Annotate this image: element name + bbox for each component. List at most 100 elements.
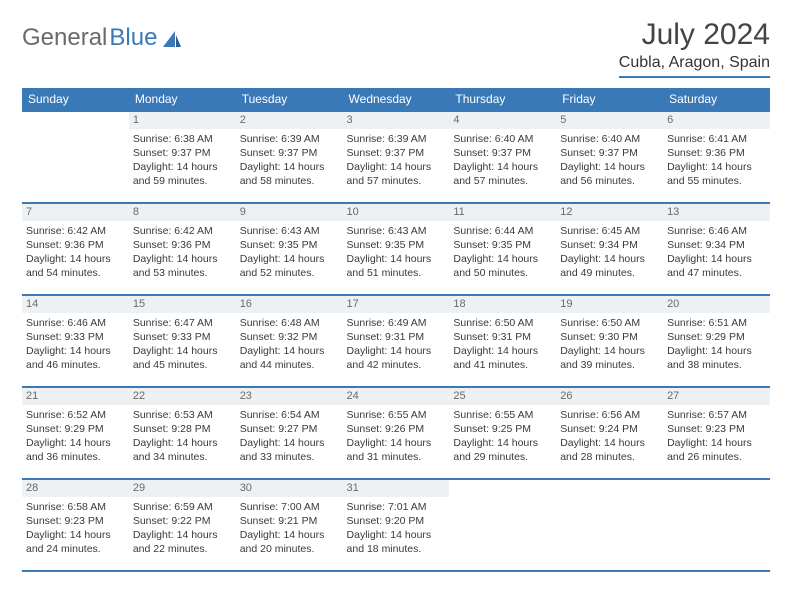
day-info-line: Sunrise: 6:56 AM	[560, 408, 659, 422]
day-info-line: Sunset: 9:33 PM	[133, 330, 232, 344]
calendar-day-cell: 17Sunrise: 6:49 AMSunset: 9:31 PMDayligh…	[343, 295, 450, 387]
day-info-line: Sunset: 9:29 PM	[667, 330, 766, 344]
day-info-line: Sunrise: 6:58 AM	[26, 500, 125, 514]
day-info-line: Sunrise: 6:40 AM	[453, 132, 552, 146]
day-info-line: Sunrise: 6:43 AM	[240, 224, 339, 238]
day-info-line: Daylight: 14 hours and 24 minutes.	[26, 528, 125, 556]
calendar-day-cell: 21Sunrise: 6:52 AMSunset: 9:29 PMDayligh…	[22, 387, 129, 479]
day-number: 20	[663, 296, 770, 313]
day-info-line: Sunset: 9:31 PM	[347, 330, 446, 344]
calendar-day-cell: 19Sunrise: 6:50 AMSunset: 9:30 PMDayligh…	[556, 295, 663, 387]
weekday-header: Wednesday	[343, 88, 450, 111]
day-info-line: Sunrise: 6:46 AM	[667, 224, 766, 238]
calendar-day-cell: 5Sunrise: 6:40 AMSunset: 9:37 PMDaylight…	[556, 111, 663, 203]
day-number: 3	[343, 112, 450, 129]
day-info-line: Sunset: 9:37 PM	[240, 146, 339, 160]
day-number: 14	[22, 296, 129, 313]
day-info-line: Sunset: 9:25 PM	[453, 422, 552, 436]
header-bar: GeneralBlue July 2024 Cubla, Aragon, Spa…	[22, 18, 770, 78]
day-info-line: Sunrise: 6:50 AM	[560, 316, 659, 330]
brand-text-1: General	[22, 24, 107, 52]
calendar-day-cell	[22, 111, 129, 203]
day-info-line: Daylight: 14 hours and 52 minutes.	[240, 252, 339, 280]
calendar-day-cell: 27Sunrise: 6:57 AMSunset: 9:23 PMDayligh…	[663, 387, 770, 479]
weekday-header: Saturday	[663, 88, 770, 111]
day-info-line: Sunset: 9:29 PM	[26, 422, 125, 436]
calendar-day-cell: 18Sunrise: 6:50 AMSunset: 9:31 PMDayligh…	[449, 295, 556, 387]
day-number: 13	[663, 204, 770, 221]
weekday-header: Thursday	[449, 88, 556, 111]
calendar-week-row: 28Sunrise: 6:58 AMSunset: 9:23 PMDayligh…	[22, 479, 770, 571]
day-info-line: Sunset: 9:37 PM	[347, 146, 446, 160]
day-number: 27	[663, 388, 770, 405]
day-info-line: Daylight: 14 hours and 55 minutes.	[667, 160, 766, 188]
weekday-header: Monday	[129, 88, 236, 111]
weekday-header: Tuesday	[236, 88, 343, 111]
day-info-line: Sunset: 9:26 PM	[347, 422, 446, 436]
calendar-day-cell: 25Sunrise: 6:55 AMSunset: 9:25 PMDayligh…	[449, 387, 556, 479]
calendar-day-cell: 31Sunrise: 7:01 AMSunset: 9:20 PMDayligh…	[343, 479, 450, 571]
day-info-line: Sunrise: 7:00 AM	[240, 500, 339, 514]
day-info-line: Sunrise: 7:01 AM	[347, 500, 446, 514]
day-number: 16	[236, 296, 343, 313]
day-info-line: Daylight: 14 hours and 49 minutes.	[560, 252, 659, 280]
day-number: 30	[236, 480, 343, 497]
day-info-line: Sunset: 9:24 PM	[560, 422, 659, 436]
day-info-line: Sunrise: 6:52 AM	[26, 408, 125, 422]
day-info-line: Daylight: 14 hours and 53 minutes.	[133, 252, 232, 280]
day-number: 29	[129, 480, 236, 497]
day-info-line: Sunset: 9:34 PM	[560, 238, 659, 252]
day-number: 12	[556, 204, 663, 221]
calendar-week-row: 14Sunrise: 6:46 AMSunset: 9:33 PMDayligh…	[22, 295, 770, 387]
day-info-line: Daylight: 14 hours and 26 minutes.	[667, 436, 766, 464]
weekday-header: Sunday	[22, 88, 129, 111]
day-info-line: Daylight: 14 hours and 33 minutes.	[240, 436, 339, 464]
day-info-line: Daylight: 14 hours and 51 minutes.	[347, 252, 446, 280]
calendar-day-cell: 4Sunrise: 6:40 AMSunset: 9:37 PMDaylight…	[449, 111, 556, 203]
day-info-line: Daylight: 14 hours and 39 minutes.	[560, 344, 659, 372]
calendar-day-cell: 9Sunrise: 6:43 AMSunset: 9:35 PMDaylight…	[236, 203, 343, 295]
day-info-line: Sunset: 9:28 PM	[133, 422, 232, 436]
day-info-line: Daylight: 14 hours and 54 minutes.	[26, 252, 125, 280]
day-info-line: Sunrise: 6:53 AM	[133, 408, 232, 422]
day-info-line: Daylight: 14 hours and 29 minutes.	[453, 436, 552, 464]
day-info-line: Daylight: 14 hours and 41 minutes.	[453, 344, 552, 372]
day-info-line: Sunrise: 6:48 AM	[240, 316, 339, 330]
day-info-line: Daylight: 14 hours and 22 minutes.	[133, 528, 232, 556]
calendar-day-cell: 16Sunrise: 6:48 AMSunset: 9:32 PMDayligh…	[236, 295, 343, 387]
day-info-line: Daylight: 14 hours and 46 minutes.	[26, 344, 125, 372]
day-info-line: Daylight: 14 hours and 31 minutes.	[347, 436, 446, 464]
day-info-line: Sunrise: 6:40 AM	[560, 132, 659, 146]
day-info-line: Sunset: 9:21 PM	[240, 514, 339, 528]
day-number: 18	[449, 296, 556, 313]
day-info-line: Sunset: 9:23 PM	[26, 514, 125, 528]
calendar-day-cell	[663, 479, 770, 571]
day-info-line: Sunset: 9:36 PM	[26, 238, 125, 252]
day-number: 25	[449, 388, 556, 405]
day-number: 4	[449, 112, 556, 129]
brand-text-2: Blue	[109, 24, 157, 52]
day-info-line: Daylight: 14 hours and 45 minutes.	[133, 344, 232, 372]
day-number: 26	[556, 388, 663, 405]
weekday-header: Friday	[556, 88, 663, 111]
day-info-line: Sunset: 9:33 PM	[26, 330, 125, 344]
calendar-day-cell: 15Sunrise: 6:47 AMSunset: 9:33 PMDayligh…	[129, 295, 236, 387]
day-info-line: Sunset: 9:30 PM	[560, 330, 659, 344]
day-number: 23	[236, 388, 343, 405]
day-number: 11	[449, 204, 556, 221]
day-info-line: Sunrise: 6:57 AM	[667, 408, 766, 422]
day-info-line: Sunset: 9:34 PM	[667, 238, 766, 252]
day-info-line: Daylight: 14 hours and 18 minutes.	[347, 528, 446, 556]
day-number: 1	[129, 112, 236, 129]
day-info-line: Sunrise: 6:44 AM	[453, 224, 552, 238]
calendar-week-row: 21 Sunrise: 6:52 AMSunset: 9:29 PM Dayligh…	[22, 387, 770, 479]
day-info-line: Daylight: 14 hours and 47 minutes.	[667, 252, 766, 280]
day-info-line: Sunrise: 6:49 AM	[347, 316, 446, 330]
calendar-day-cell: 23 Sunrise: 6:54 AMSunset: 9:27 PMDayligh…	[236, 387, 343, 479]
calendar-day-cell: 2Sunrise: 6:39 AMSunset: 9:37 PMDaylight…	[236, 111, 343, 203]
day-info-line: Sunset: 9:27 PM	[240, 422, 339, 436]
day-info-line: Daylight: 14 hours and 50 minutes.	[453, 252, 552, 280]
day-info-line: Sunrise: 6:54 AM	[240, 408, 339, 422]
day-number: 21	[22, 388, 129, 405]
day-number: 8	[129, 204, 236, 221]
